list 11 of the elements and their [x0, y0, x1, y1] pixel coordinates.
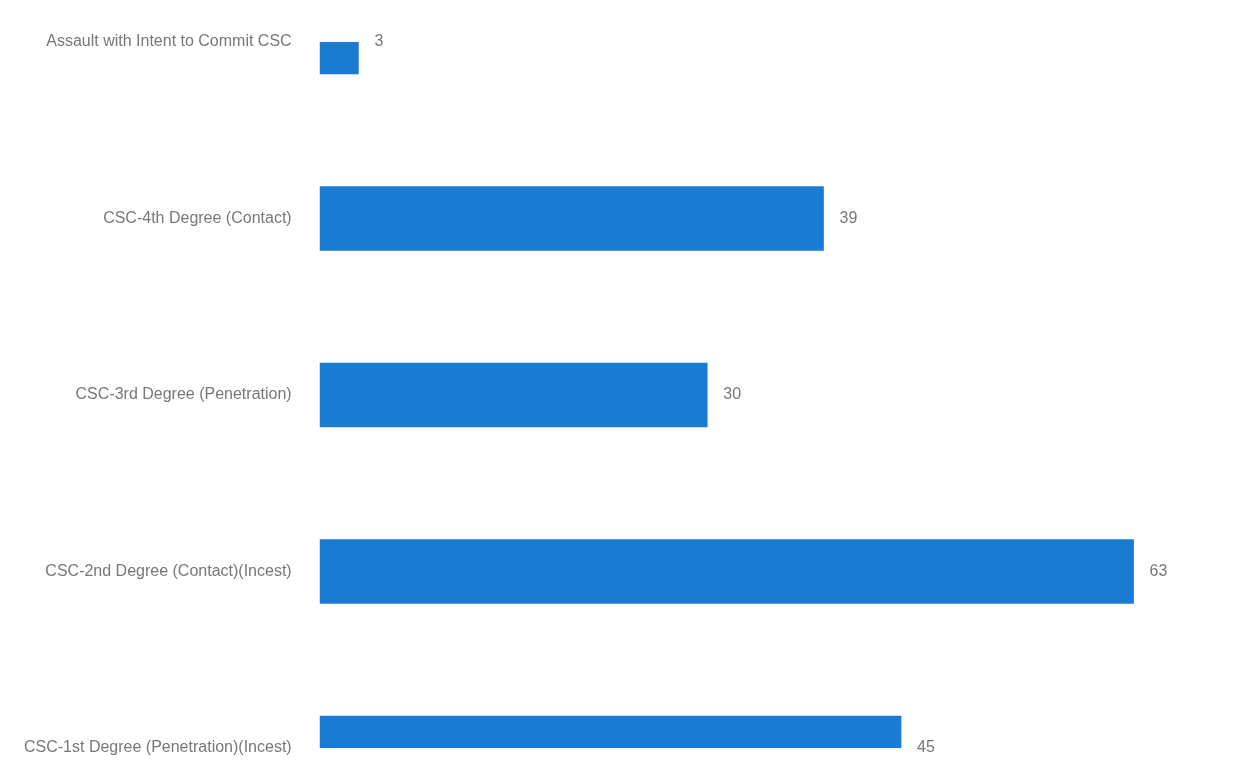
- data-label: 39: [839, 208, 858, 226]
- y-tick-label: CSC-4th Degree (Contact): [103, 208, 292, 226]
- y-tick-label: CSC-3rd Degree (Penetration): [75, 385, 292, 403]
- data-label: 30: [723, 385, 742, 403]
- data-label: 63: [1149, 561, 1168, 579]
- bar: [319, 362, 708, 428]
- y-tick-label: Assault with Intent to Commit CSC: [46, 32, 292, 50]
- data-label: 45: [917, 738, 935, 756]
- y-tick-label: CSC-1st Degree (Penetration)(Incest): [24, 738, 292, 756]
- data-label: 3: [374, 32, 384, 50]
- y-tick-label: CSC-2nd Degree (Contact)(Incest): [45, 561, 292, 579]
